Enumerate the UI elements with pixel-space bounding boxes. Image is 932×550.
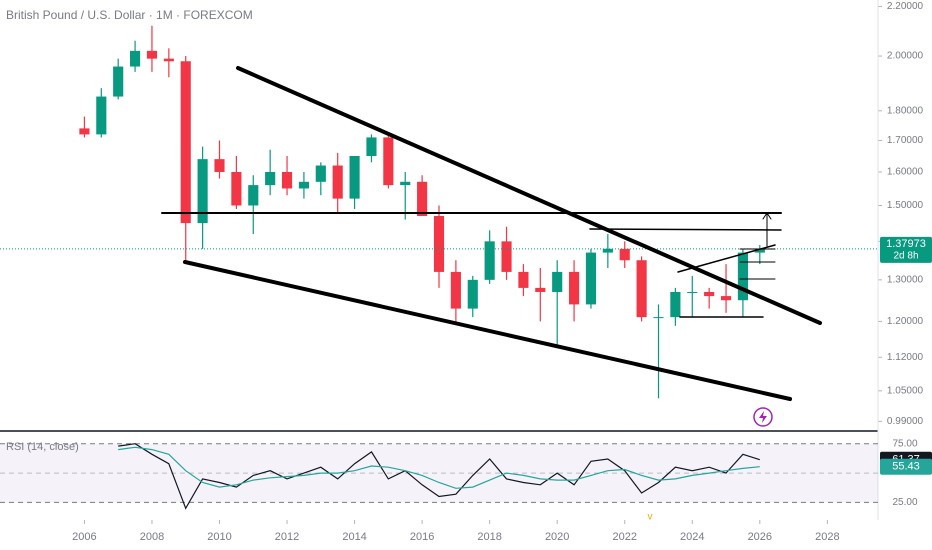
trendline bbox=[589, 228, 782, 231]
x-tick-label: 2020 bbox=[545, 531, 569, 543]
last-price-box bbox=[880, 236, 932, 263]
y-tick-label: 25.00 bbox=[892, 497, 917, 508]
candle-body bbox=[383, 137, 394, 186]
candle-body bbox=[315, 165, 326, 182]
trendline bbox=[236, 66, 822, 325]
candle-body bbox=[298, 181, 309, 189]
rsi-title: RSI (14, close) bbox=[6, 441, 79, 453]
candle-body bbox=[754, 248, 765, 253]
candle-body bbox=[146, 50, 158, 59]
candle-body bbox=[214, 159, 225, 172]
rsi-band bbox=[0, 443, 878, 503]
candle-body bbox=[366, 137, 377, 156]
candle-body bbox=[197, 159, 208, 224]
rsi-line bbox=[118, 446, 760, 489]
x-tick-label: 2018 bbox=[477, 531, 501, 543]
y-tick-label: 75.00 bbox=[892, 438, 917, 449]
x-tick-label: 2022 bbox=[612, 531, 636, 543]
arrow-head bbox=[762, 212, 772, 220]
y-tick-label: 1.70000 bbox=[887, 135, 924, 146]
candle-body bbox=[400, 181, 411, 186]
candle-body bbox=[484, 241, 495, 280]
candle-body bbox=[180, 61, 191, 224]
y-tick-label: 1.50000 bbox=[887, 200, 924, 211]
countdown-label: 2d 8h bbox=[893, 251, 918, 262]
candle-body bbox=[96, 96, 107, 135]
trendline bbox=[183, 260, 792, 401]
y-tick-label: 1.12000 bbox=[887, 352, 924, 363]
x-tick-label: 2016 bbox=[410, 531, 434, 543]
candle-body bbox=[130, 50, 141, 67]
x-tick-label: 2028 bbox=[815, 531, 839, 543]
candle-body bbox=[653, 317, 664, 319]
x-tick-label: 2026 bbox=[748, 531, 772, 543]
candle-body bbox=[450, 271, 461, 309]
last-price-label: 1.37973 bbox=[886, 238, 926, 250]
candle-body bbox=[602, 248, 613, 253]
candle-body bbox=[113, 66, 124, 97]
x-tick-label: 2014 bbox=[342, 531, 366, 543]
candle-body bbox=[332, 165, 343, 199]
candle-body bbox=[636, 260, 647, 318]
x-tick-label: 2008 bbox=[140, 531, 164, 543]
y-tick-label: 1.60000 bbox=[887, 167, 924, 178]
y-tick-label: 1.30000 bbox=[887, 274, 924, 285]
candle-body bbox=[417, 181, 428, 216]
y-tick-label: 1.20000 bbox=[887, 316, 924, 327]
candle-body bbox=[163, 58, 174, 62]
candle-body bbox=[670, 291, 681, 318]
candle-body bbox=[704, 291, 715, 297]
candle-body bbox=[569, 271, 580, 305]
candle-body bbox=[231, 171, 242, 206]
lightning bbox=[759, 411, 767, 423]
candle-body bbox=[619, 248, 630, 261]
value-label: 55.43 bbox=[892, 461, 920, 473]
trendlines bbox=[161, 66, 822, 401]
candle-body bbox=[467, 279, 478, 309]
x-tick-label: 2012 bbox=[275, 531, 299, 543]
candle-body bbox=[248, 185, 259, 206]
value-box bbox=[880, 458, 932, 475]
candle-body bbox=[552, 271, 563, 292]
y-tick-label: 2.20000 bbox=[887, 1, 924, 12]
y-tick-label: 0.99000 bbox=[887, 416, 924, 427]
chart-title: British Pound / U.S. Dollar · 1M · FOREX… bbox=[6, 8, 253, 22]
marker: v bbox=[648, 512, 653, 523]
candle-body bbox=[349, 155, 360, 199]
candle-body bbox=[265, 171, 276, 186]
rsi-line bbox=[118, 443, 760, 510]
x-tick-label: 2010 bbox=[207, 531, 231, 543]
y-tick-label: 1.05000 bbox=[887, 385, 924, 396]
candle-body bbox=[433, 215, 445, 272]
candle-body bbox=[518, 271, 529, 288]
y-tick-label: 2.00000 bbox=[887, 51, 924, 62]
x-tick-label: 2024 bbox=[680, 531, 704, 543]
candle-body bbox=[79, 128, 90, 135]
candle-body bbox=[501, 241, 512, 272]
candle-body bbox=[737, 252, 748, 301]
candle-body bbox=[720, 296, 732, 301]
x-tick-label: 2006 bbox=[72, 531, 96, 543]
y-tick-label: 1.80000 bbox=[887, 105, 924, 116]
candle-body bbox=[585, 252, 597, 305]
candle-body bbox=[687, 291, 698, 293]
candle-body bbox=[535, 287, 546, 292]
candle-body bbox=[281, 171, 293, 189]
